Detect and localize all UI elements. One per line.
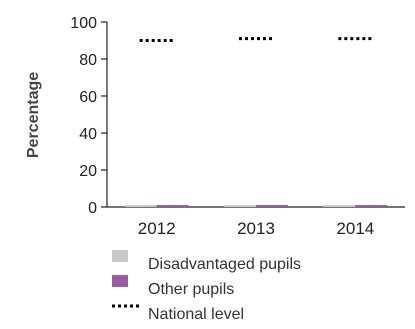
bar-other-pupils-2012 — [156, 205, 189, 207]
national-level-markers — [139, 37, 373, 42]
x-tick-label: 2012 — [138, 219, 176, 238]
y-tick-label: 20 — [79, 163, 97, 180]
y-tick-label: 80 — [79, 52, 97, 69]
y-tick-label: 100 — [70, 15, 97, 32]
legend-label: Disadvantaged pupils — [148, 256, 301, 273]
bars — [124, 205, 388, 207]
y-axis: 0 20 40 60 80 100 — [70, 15, 108, 217]
bar-disadvantaged-pupils-2014 — [323, 205, 356, 207]
legend-label: National level — [148, 306, 244, 323]
x-tick-label: 2014 — [336, 219, 374, 238]
x-tick-label: 2013 — [237, 219, 275, 238]
legend-swatch-other-pupils — [112, 275, 128, 287]
bar-disadvantaged-pupils-2013 — [224, 205, 256, 207]
x-axis: 2012 2013 2014 — [107, 206, 405, 238]
legend: Disadvantaged pupils Other pupils National… — [112, 250, 301, 323]
y-tick-label: 40 — [79, 126, 97, 143]
y-tick-label: 60 — [79, 89, 97, 106]
y-tick-label: 0 — [88, 200, 97, 217]
bar-other-pupils-2014 — [355, 205, 388, 207]
bar-disadvantaged-pupils-2012 — [124, 205, 157, 207]
legend-label: Other pupils — [148, 281, 234, 298]
bar-other-pupils-2013 — [256, 205, 288, 207]
legend-swatch-disadvantaged-pupils — [112, 250, 128, 262]
y-axis-label: Percentage — [25, 72, 42, 158]
